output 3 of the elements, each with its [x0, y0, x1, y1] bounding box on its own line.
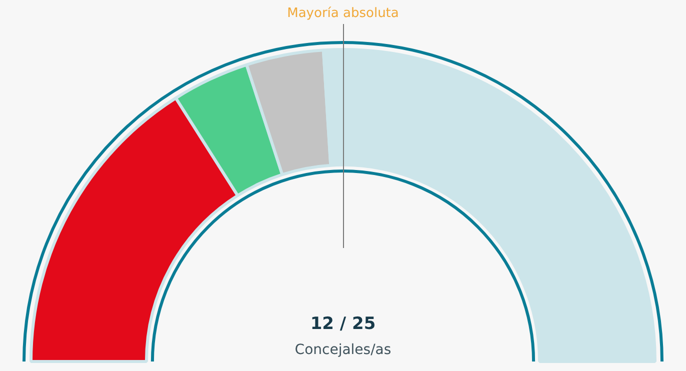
- text: 12 / 25: [309, 314, 377, 334]
- text: Concejales/as: [294, 342, 392, 358]
- text: Mayoría absoluta: [286, 6, 400, 21]
